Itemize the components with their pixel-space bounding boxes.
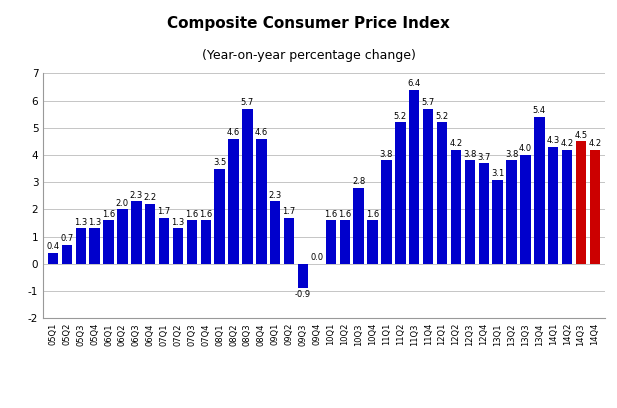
Bar	[562, 150, 573, 264]
Text: 4.2: 4.2	[449, 139, 463, 148]
Bar	[298, 264, 308, 288]
Text: (Year-on-year percentage change): (Year-on-year percentage change)	[202, 49, 415, 62]
Bar	[492, 180, 503, 264]
Bar	[173, 228, 183, 264]
Text: 1.7: 1.7	[157, 207, 171, 216]
Text: 1.7: 1.7	[283, 207, 296, 216]
Bar	[339, 220, 350, 264]
Text: 0.7: 0.7	[60, 234, 73, 243]
Text: 2.0: 2.0	[116, 199, 129, 208]
Text: 5.2: 5.2	[394, 112, 407, 121]
Bar	[520, 155, 531, 264]
Bar	[48, 253, 58, 264]
Bar	[576, 142, 586, 264]
Text: 5.2: 5.2	[436, 112, 449, 121]
Bar	[367, 220, 378, 264]
Bar	[395, 122, 405, 264]
Bar	[479, 163, 489, 264]
Bar	[242, 109, 253, 264]
Text: 1.6: 1.6	[102, 210, 115, 219]
Text: 1.6: 1.6	[185, 210, 199, 219]
Text: 1.3: 1.3	[74, 218, 88, 227]
Text: 5.7: 5.7	[421, 98, 435, 107]
Text: 4.6: 4.6	[255, 128, 268, 137]
Text: -0.9: -0.9	[295, 290, 311, 299]
Text: 4.3: 4.3	[547, 136, 560, 145]
Bar	[201, 220, 211, 264]
Text: 0.0: 0.0	[310, 253, 323, 262]
Text: 3.5: 3.5	[213, 158, 226, 167]
Text: 6.4: 6.4	[408, 79, 421, 88]
Bar	[62, 245, 72, 264]
Text: 3.8: 3.8	[463, 150, 476, 159]
Bar	[354, 188, 364, 264]
Text: Composite Consumer Price Index: Composite Consumer Price Index	[167, 16, 450, 31]
Bar	[451, 150, 461, 264]
Bar	[409, 90, 420, 264]
Bar	[89, 228, 100, 264]
Text: 3.1: 3.1	[491, 169, 504, 178]
Bar	[507, 160, 517, 264]
Text: 2.3: 2.3	[130, 191, 143, 200]
Text: 1.6: 1.6	[325, 210, 337, 219]
Text: 2.3: 2.3	[268, 191, 282, 200]
Bar	[548, 147, 558, 264]
Bar	[465, 160, 475, 264]
Bar	[270, 201, 281, 264]
Text: 4.2: 4.2	[561, 139, 574, 148]
Bar	[103, 220, 114, 264]
Bar	[256, 139, 267, 264]
Bar	[117, 209, 128, 264]
Bar	[145, 204, 155, 264]
Text: 2.8: 2.8	[352, 177, 365, 186]
Bar	[131, 201, 141, 264]
Bar	[215, 169, 225, 264]
Text: 4.0: 4.0	[519, 144, 532, 153]
Text: 4.2: 4.2	[589, 139, 602, 148]
Text: 5.4: 5.4	[532, 106, 546, 115]
Text: 1.6: 1.6	[338, 210, 352, 219]
Text: 1.6: 1.6	[199, 210, 212, 219]
Text: 3.8: 3.8	[505, 150, 518, 159]
Text: 3.7: 3.7	[477, 153, 491, 162]
Bar	[326, 220, 336, 264]
Bar	[75, 228, 86, 264]
Bar	[534, 117, 545, 264]
Text: 1.6: 1.6	[366, 210, 379, 219]
Text: 4.5: 4.5	[574, 131, 587, 140]
Bar	[437, 122, 447, 264]
Text: 2.2: 2.2	[144, 193, 157, 202]
Text: 3.8: 3.8	[380, 150, 393, 159]
Text: 4.6: 4.6	[227, 128, 240, 137]
Bar	[187, 220, 197, 264]
Bar	[381, 160, 392, 264]
Text: 1.3: 1.3	[172, 218, 184, 227]
Bar	[423, 109, 433, 264]
Text: 0.4: 0.4	[46, 242, 59, 251]
Bar	[590, 150, 600, 264]
Bar	[159, 217, 169, 264]
Bar	[228, 139, 239, 264]
Text: 1.3: 1.3	[88, 218, 101, 227]
Bar	[284, 217, 294, 264]
Text: 5.7: 5.7	[241, 98, 254, 107]
